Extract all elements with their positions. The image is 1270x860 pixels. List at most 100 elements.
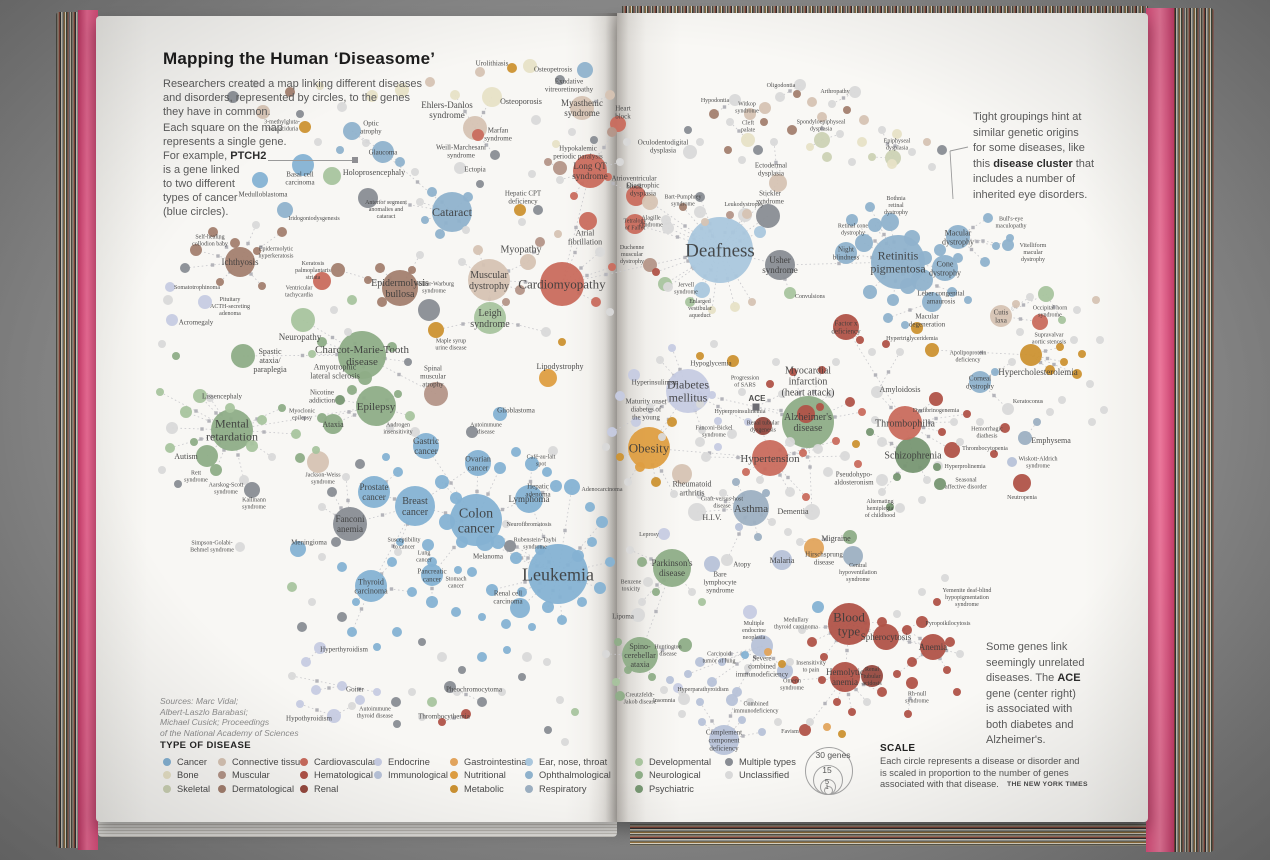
disease-node bbox=[735, 523, 743, 531]
disease-label: Leukodystrophy bbox=[724, 202, 763, 208]
disease-label: Maturity onset diabetes of the young bbox=[625, 397, 666, 421]
gene-square bbox=[908, 308, 912, 312]
disease-node bbox=[756, 204, 780, 228]
disease-label: ACE bbox=[749, 394, 767, 403]
legend-color-dot bbox=[218, 757, 226, 766]
gene-square bbox=[415, 180, 420, 184]
gene-square bbox=[430, 586, 434, 591]
disease-node bbox=[556, 176, 564, 184]
gene-square bbox=[516, 323, 520, 327]
disease-label: Thrombophilia bbox=[875, 419, 936, 430]
ace-gene-square bbox=[752, 403, 760, 411]
disease-node bbox=[393, 467, 403, 477]
disease-node bbox=[544, 726, 552, 734]
disease-label: Bothnia retinal dystrophy bbox=[884, 196, 908, 216]
disease-node bbox=[206, 394, 214, 402]
disease-link bbox=[904, 422, 953, 451]
disease-node bbox=[816, 403, 824, 411]
gene-square bbox=[300, 353, 305, 358]
disease-label: Acromegaly bbox=[179, 318, 214, 326]
book-cover-pink-left bbox=[78, 10, 98, 850]
disease-node bbox=[913, 266, 923, 276]
disease-node bbox=[606, 308, 614, 316]
disease-label: Alzheimer's disease bbox=[784, 412, 832, 434]
disease-label: Cardiomyopathy bbox=[518, 277, 606, 292]
disease-node bbox=[190, 244, 202, 256]
disease-node bbox=[570, 192, 578, 200]
disease-node bbox=[355, 570, 387, 602]
disease-label: Hypokalemic periodic paralysis bbox=[553, 144, 603, 160]
disease-node bbox=[230, 238, 240, 248]
page-edges-right bbox=[1171, 8, 1214, 852]
disease-node bbox=[539, 369, 557, 387]
disease-node bbox=[531, 115, 541, 125]
disease-node bbox=[418, 713, 426, 721]
disease-link bbox=[639, 644, 686, 656]
legend-label: Multiple types bbox=[739, 756, 796, 767]
gene-square bbox=[602, 145, 606, 150]
scale-label-30: 30 genes bbox=[815, 750, 851, 760]
disease-node bbox=[225, 403, 235, 413]
disease-node bbox=[835, 242, 857, 264]
disease-link bbox=[769, 452, 804, 459]
legend-item: Gastrointestinal bbox=[450, 755, 529, 769]
legend-color-dot bbox=[635, 771, 643, 780]
disease-node bbox=[766, 380, 774, 388]
disease-node bbox=[318, 553, 326, 561]
gene-square bbox=[484, 143, 489, 147]
gene-square bbox=[771, 656, 776, 661]
ptch2-gene-name: PTCH2 bbox=[230, 150, 267, 162]
disease-label: Weill-Marchesani syndrome bbox=[436, 143, 486, 159]
gene-square bbox=[683, 224, 687, 228]
disease-node bbox=[956, 438, 964, 446]
disease-node bbox=[868, 153, 876, 161]
disease-link bbox=[912, 454, 928, 481]
disease-link bbox=[1024, 421, 1038, 439]
disease-link bbox=[419, 201, 453, 213]
disease-node bbox=[796, 538, 804, 546]
disease-node bbox=[311, 685, 321, 695]
legend-item: Ophthalmological bbox=[525, 769, 611, 783]
scale-label-1: 1 bbox=[825, 785, 829, 791]
disease-label: Dysfibrinogenemia bbox=[913, 407, 960, 414]
ptch2-gene-square bbox=[352, 157, 358, 163]
disease-node bbox=[918, 588, 926, 596]
legend-color-dot bbox=[525, 771, 533, 780]
gene-square bbox=[792, 451, 796, 456]
disease-node bbox=[416, 251, 424, 259]
disease-node bbox=[704, 556, 720, 572]
gene-square bbox=[833, 415, 837, 419]
disease-label: Nicotine addiction bbox=[309, 388, 336, 404]
legend-label: Nutritional bbox=[464, 770, 506, 781]
disease-node bbox=[679, 203, 687, 211]
disease-node bbox=[246, 440, 258, 452]
disease-node bbox=[364, 276, 372, 284]
disease-label: Pheochromocytoma bbox=[446, 685, 503, 693]
gene-square bbox=[392, 497, 397, 501]
disease-label: Colon cancer bbox=[458, 506, 495, 536]
legend-color-dot bbox=[218, 784, 226, 793]
disease-label: Hypertriglyceridemia bbox=[886, 336, 938, 342]
disease-node bbox=[911, 322, 923, 334]
disease-node bbox=[587, 537, 597, 547]
disease-node bbox=[193, 389, 207, 403]
legend-column: Cardiovascular Hematological Renal bbox=[300, 755, 376, 796]
disease-node bbox=[624, 666, 632, 674]
disease-node bbox=[395, 157, 405, 167]
disease-node bbox=[904, 230, 920, 246]
disease-node bbox=[158, 340, 166, 348]
disease-node bbox=[235, 542, 245, 552]
disease-label: Basal cell carcinoma bbox=[285, 170, 315, 186]
disease-node bbox=[785, 437, 795, 447]
disease-label: Pancreatic cancer bbox=[417, 567, 446, 583]
disease-label: Melanoma bbox=[473, 552, 504, 560]
disease-node bbox=[502, 520, 510, 528]
disease-node bbox=[785, 487, 795, 497]
disease-node bbox=[832, 437, 840, 445]
disease-node bbox=[344, 328, 352, 336]
disease-node bbox=[258, 282, 266, 290]
disease-node bbox=[355, 459, 365, 469]
gene-square bbox=[408, 203, 412, 207]
disease-node bbox=[719, 489, 727, 497]
disease-label: Multiple endocrine neoplasia bbox=[742, 621, 766, 641]
